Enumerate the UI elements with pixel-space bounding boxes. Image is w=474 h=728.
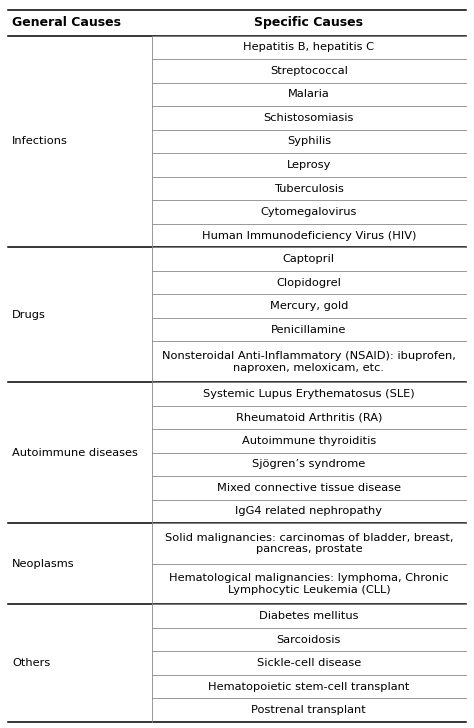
Text: Penicillamine: Penicillamine (271, 325, 346, 335)
Text: Tuberculosis: Tuberculosis (274, 183, 344, 194)
Text: Autoimmune thyroiditis: Autoimmune thyroiditis (242, 436, 376, 446)
Text: Sickle-cell disease: Sickle-cell disease (257, 658, 361, 668)
Text: Solid malignancies: carcinomas of bladder, breast,
pancreas, prostate: Solid malignancies: carcinomas of bladde… (164, 533, 453, 554)
Text: IgG4 related nephropathy: IgG4 related nephropathy (235, 507, 383, 516)
Text: Sjögren’s syndrome: Sjögren’s syndrome (252, 459, 365, 470)
Text: Schistosomiasis: Schistosomiasis (264, 113, 354, 123)
Text: Postrenal transplant: Postrenal transplant (252, 705, 366, 715)
Text: Diabetes mellitus: Diabetes mellitus (259, 612, 359, 621)
Text: Mixed connective tissue disease: Mixed connective tissue disease (217, 483, 401, 493)
Text: Drugs: Drugs (12, 309, 46, 320)
Text: Hepatitis B, hepatitis C: Hepatitis B, hepatitis C (243, 42, 374, 52)
Text: Neoplasms: Neoplasms (12, 559, 74, 569)
Text: Captopril: Captopril (283, 254, 335, 264)
Text: Malaria: Malaria (288, 90, 330, 100)
Text: Specific Causes: Specific Causes (255, 16, 364, 29)
Text: Syphilis: Syphilis (287, 136, 331, 146)
Text: Mercury, gold: Mercury, gold (270, 301, 348, 311)
Text: Clopidogrel: Clopidogrel (276, 277, 341, 288)
Text: Systemic Lupus Erythematosus (SLE): Systemic Lupus Erythematosus (SLE) (203, 389, 415, 399)
Text: General Causes: General Causes (12, 16, 121, 29)
Text: Hematological malignancies: lymphoma, Chronic
Lymphocytic Leukemia (CLL): Hematological malignancies: lymphoma, Ch… (169, 573, 449, 595)
Text: Streptococcal: Streptococcal (270, 66, 348, 76)
Text: Leprosy: Leprosy (287, 160, 331, 170)
Text: Human Immunodeficiency Virus (HIV): Human Immunodeficiency Virus (HIV) (201, 231, 416, 240)
Text: Infections: Infections (12, 136, 68, 146)
Text: Autoimmune diseases: Autoimmune diseases (12, 448, 138, 458)
Text: Rheumatoid Arthritis (RA): Rheumatoid Arthritis (RA) (236, 412, 382, 422)
Text: Cytomegalovirus: Cytomegalovirus (261, 207, 357, 217)
Text: Nonsteroidal Anti-Inflammatory (NSAID): ibuprofen,
naproxen, meloxicam, etc.: Nonsteroidal Anti-Inflammatory (NSAID): … (162, 351, 456, 373)
Text: Others: Others (12, 658, 50, 668)
Text: Sarcoidosis: Sarcoidosis (277, 635, 341, 645)
Text: Hematopoietic stem-cell transplant: Hematopoietic stem-cell transplant (208, 681, 410, 692)
